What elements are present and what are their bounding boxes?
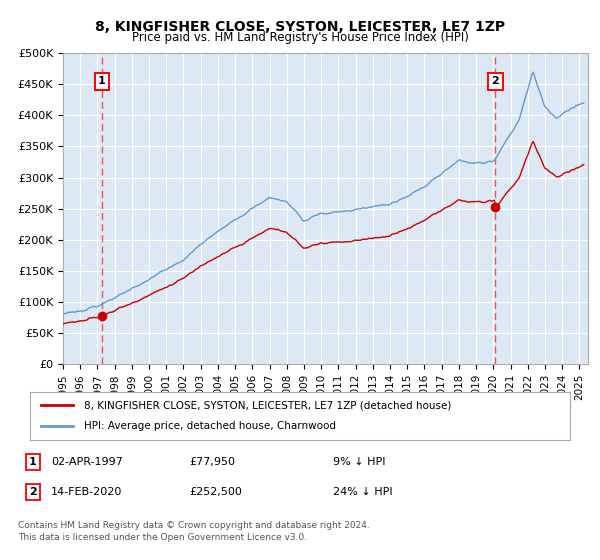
Text: £252,500: £252,500: [189, 487, 242, 497]
Text: £77,950: £77,950: [189, 457, 235, 467]
Text: 14-FEB-2020: 14-FEB-2020: [51, 487, 122, 497]
Text: 9% ↓ HPI: 9% ↓ HPI: [333, 457, 386, 467]
Text: HPI: Average price, detached house, Charnwood: HPI: Average price, detached house, Char…: [84, 421, 336, 431]
Text: 2: 2: [29, 487, 37, 497]
Text: 1: 1: [29, 457, 37, 467]
Text: 02-APR-1997: 02-APR-1997: [51, 457, 123, 467]
Text: 2: 2: [491, 76, 499, 86]
Text: Price paid vs. HM Land Registry's House Price Index (HPI): Price paid vs. HM Land Registry's House …: [131, 31, 469, 44]
Text: 24% ↓ HPI: 24% ↓ HPI: [333, 487, 392, 497]
Text: Contains HM Land Registry data © Crown copyright and database right 2024.: Contains HM Land Registry data © Crown c…: [18, 521, 370, 530]
Text: 8, KINGFISHER CLOSE, SYSTON, LEICESTER, LE7 1ZP (detached house): 8, KINGFISHER CLOSE, SYSTON, LEICESTER, …: [84, 400, 451, 410]
Text: 1: 1: [98, 76, 106, 86]
Text: 8, KINGFISHER CLOSE, SYSTON, LEICESTER, LE7 1ZP: 8, KINGFISHER CLOSE, SYSTON, LEICESTER, …: [95, 20, 505, 34]
Text: This data is licensed under the Open Government Licence v3.0.: This data is licensed under the Open Gov…: [18, 533, 307, 542]
